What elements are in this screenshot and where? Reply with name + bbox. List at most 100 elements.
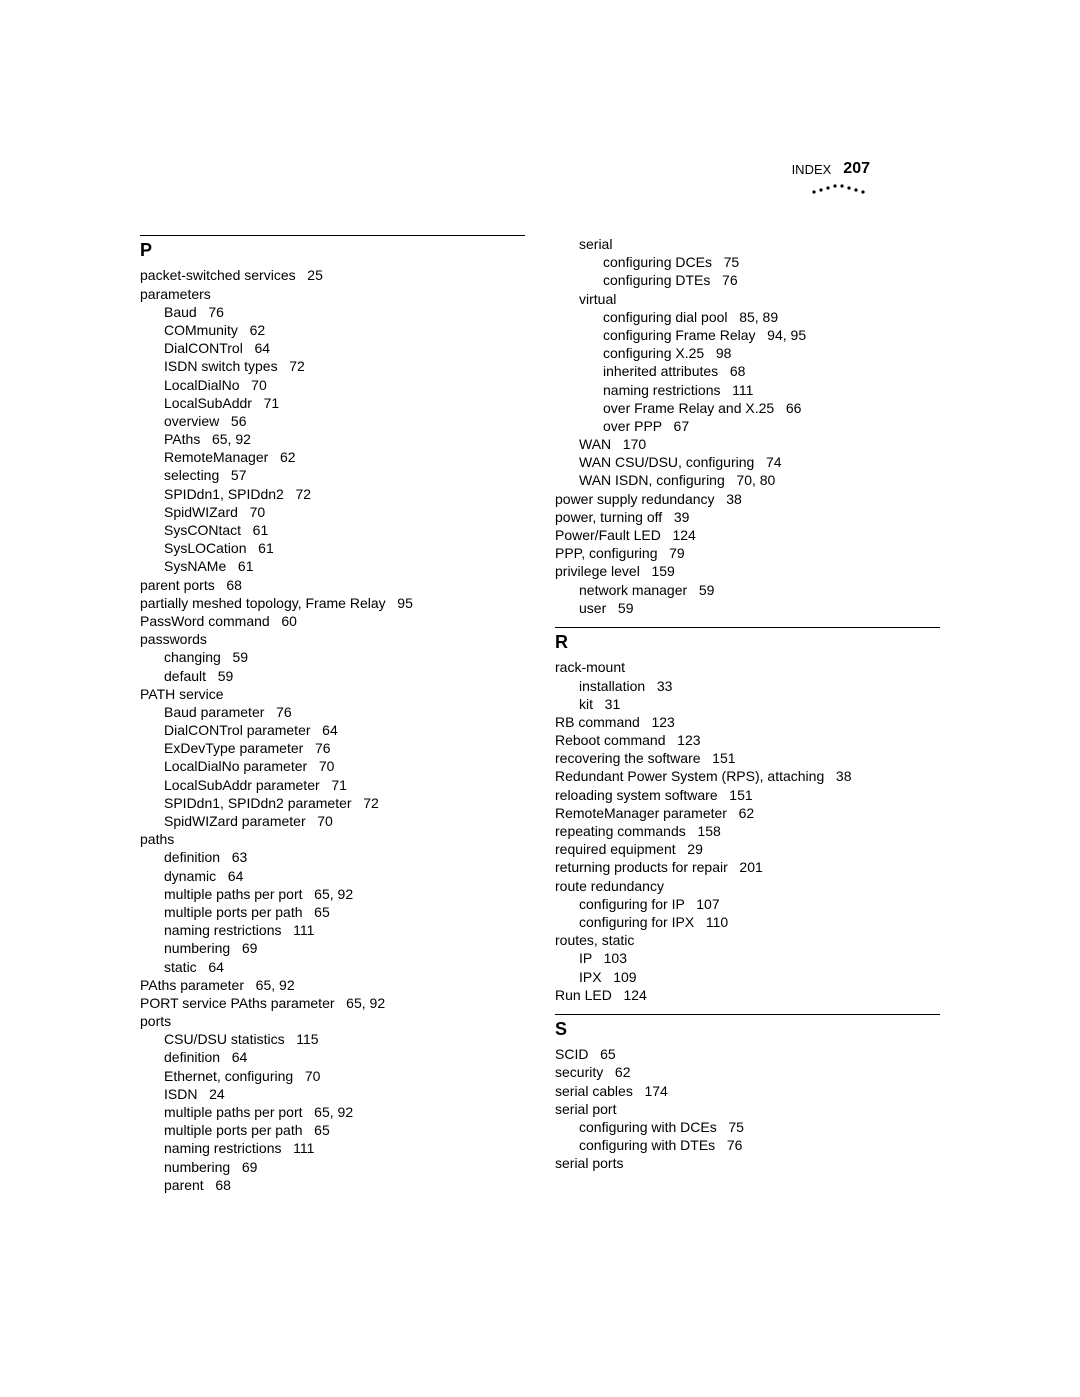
index-entry: security 62 bbox=[555, 1063, 940, 1081]
index-entry: SpidWIZard parameter 70 bbox=[140, 812, 525, 830]
index-entry: multiple ports per path 65 bbox=[140, 1121, 525, 1139]
section-letter: P bbox=[140, 235, 525, 262]
index-entry: multiple ports per path 65 bbox=[140, 903, 525, 921]
index-entry: SysNAMe 61 bbox=[140, 557, 525, 575]
index-entry: LocalSubAddr parameter 71 bbox=[140, 776, 525, 794]
index-entry: SpidWIZard 70 bbox=[140, 503, 525, 521]
index-entry: naming restrictions 111 bbox=[140, 1139, 525, 1157]
index-entry: DialCONTrol parameter 64 bbox=[140, 721, 525, 739]
index-entry: changing 59 bbox=[140, 648, 525, 666]
index-entry: recovering the software 151 bbox=[555, 749, 940, 767]
index-entry: configuring DTEs 76 bbox=[555, 271, 940, 289]
index-entry: default 59 bbox=[140, 667, 525, 685]
index-entry: configuring for IP 107 bbox=[555, 895, 940, 913]
index-entry: configuring with DTEs 76 bbox=[555, 1136, 940, 1154]
index-entry: power supply redundancy 38 bbox=[555, 490, 940, 508]
index-entry: ExDevType parameter 76 bbox=[140, 739, 525, 757]
index-entry: parent 68 bbox=[140, 1176, 525, 1194]
index-entry: PAths parameter 65, 92 bbox=[140, 976, 525, 994]
index-entry: WAN ISDN, configuring 70, 80 bbox=[555, 471, 940, 489]
index-entry: partially meshed topology, Frame Relay 9… bbox=[140, 594, 525, 612]
index-entry: privilege level 159 bbox=[555, 562, 940, 580]
index-entry: reloading system software 151 bbox=[555, 786, 940, 804]
index-entry: serial bbox=[555, 235, 940, 253]
index-entry: RB command 123 bbox=[555, 713, 940, 731]
index-entry: DialCONTrol 64 bbox=[140, 339, 525, 357]
index-entry: WAN CSU/DSU, configuring 74 bbox=[555, 453, 940, 471]
index-entry: overview 56 bbox=[140, 412, 525, 430]
index-entry: user 59 bbox=[555, 599, 940, 617]
index-entry: ISDN 24 bbox=[140, 1085, 525, 1103]
index-entry: IPX 109 bbox=[555, 968, 940, 986]
index-entry: configuring for IPX 110 bbox=[555, 913, 940, 931]
index-entry: RemoteManager 62 bbox=[140, 448, 525, 466]
index-entry: configuring DCEs 75 bbox=[555, 253, 940, 271]
index-entry: parent ports 68 bbox=[140, 576, 525, 594]
index-entry: static 64 bbox=[140, 958, 525, 976]
index-entry: definition 63 bbox=[140, 848, 525, 866]
index-content: Ppacket-switched services 25parametersBa… bbox=[140, 235, 940, 1194]
index-entry: configuring X.25 98 bbox=[555, 344, 940, 362]
index-entry: WAN 170 bbox=[555, 435, 940, 453]
index-entry: configuring Frame Relay 94, 95 bbox=[555, 326, 940, 344]
index-entry: numbering 69 bbox=[140, 939, 525, 957]
index-entry: required equipment 29 bbox=[555, 840, 940, 858]
index-entry: LocalSubAddr 71 bbox=[140, 394, 525, 412]
index-entry: PATH service bbox=[140, 685, 525, 703]
index-entry: LocalDialNo parameter 70 bbox=[140, 757, 525, 775]
index-entry: COMmunity 62 bbox=[140, 321, 525, 339]
index-entry: ports bbox=[140, 1012, 525, 1030]
index-entry: Power/Fault LED 124 bbox=[555, 526, 940, 544]
index-entry: Reboot command 123 bbox=[555, 731, 940, 749]
index-entry: configuring dial pool 85, 89 bbox=[555, 308, 940, 326]
index-entry: network manager 59 bbox=[555, 581, 940, 599]
index-entry: Ethernet, configuring 70 bbox=[140, 1067, 525, 1085]
index-entry: multiple paths per port 65, 92 bbox=[140, 885, 525, 903]
header-label: INDEX bbox=[792, 162, 832, 177]
index-entry: IP 103 bbox=[555, 949, 940, 967]
index-column: Ppacket-switched services 25parametersBa… bbox=[140, 235, 525, 1194]
index-entry: LocalDialNo 70 bbox=[140, 376, 525, 394]
index-entry: installation 33 bbox=[555, 677, 940, 695]
index-entry: over Frame Relay and X.25 66 bbox=[555, 399, 940, 417]
index-entry: kit 31 bbox=[555, 695, 940, 713]
index-entry: PAths 65, 92 bbox=[140, 430, 525, 448]
index-entry: numbering 69 bbox=[140, 1158, 525, 1176]
index-entry: SPIDdn1, SPIDdn2 parameter 72 bbox=[140, 794, 525, 812]
index-entry: repeating commands 158 bbox=[555, 822, 940, 840]
index-entry: serial port bbox=[555, 1100, 940, 1118]
index-entry: CSU/DSU statistics 115 bbox=[140, 1030, 525, 1048]
index-entry: PPP, configuring 79 bbox=[555, 544, 940, 562]
index-entry: SysCONtact 61 bbox=[140, 521, 525, 539]
index-entry: PassWord command 60 bbox=[140, 612, 525, 630]
index-entry: packet-switched services 25 bbox=[140, 266, 525, 284]
index-entry: inherited attributes 68 bbox=[555, 362, 940, 380]
index-entry: virtual bbox=[555, 290, 940, 308]
index-entry: definition 64 bbox=[140, 1048, 525, 1066]
index-entry: Redundant Power System (RPS), attaching … bbox=[555, 767, 940, 785]
index-entry: naming restrictions 111 bbox=[555, 381, 940, 399]
index-entry: power, turning off 39 bbox=[555, 508, 940, 526]
index-entry: SysLOCation 61 bbox=[140, 539, 525, 557]
section-letter: S bbox=[555, 1014, 940, 1041]
index-entry: Baud 76 bbox=[140, 303, 525, 321]
index-entry: configuring with DCEs 75 bbox=[555, 1118, 940, 1136]
index-entry: RemoteManager parameter 62 bbox=[555, 804, 940, 822]
index-entry: SCID 65 bbox=[555, 1045, 940, 1063]
index-entry: PORT service PAths parameter 65, 92 bbox=[140, 994, 525, 1012]
index-entry: serial ports bbox=[555, 1154, 940, 1172]
index-entry: returning products for repair 201 bbox=[555, 858, 940, 876]
index-entry: naming restrictions 111 bbox=[140, 921, 525, 939]
index-entry: passwords bbox=[140, 630, 525, 648]
index-column: serialconfiguring DCEs 75configuring DTE… bbox=[555, 235, 940, 1194]
index-entry: multiple paths per port 65, 92 bbox=[140, 1103, 525, 1121]
index-entry: rack-mount bbox=[555, 658, 940, 676]
index-entry: paths bbox=[140, 830, 525, 848]
index-entry: Baud parameter 76 bbox=[140, 703, 525, 721]
index-entry: parameters bbox=[140, 285, 525, 303]
index-entry: SPIDdn1, SPIDdn2 72 bbox=[140, 485, 525, 503]
index-entry: Run LED 124 bbox=[555, 986, 940, 1004]
page-header: INDEX 207 bbox=[792, 160, 870, 178]
index-entry: dynamic 64 bbox=[140, 867, 525, 885]
header-page-number: 207 bbox=[843, 160, 870, 178]
